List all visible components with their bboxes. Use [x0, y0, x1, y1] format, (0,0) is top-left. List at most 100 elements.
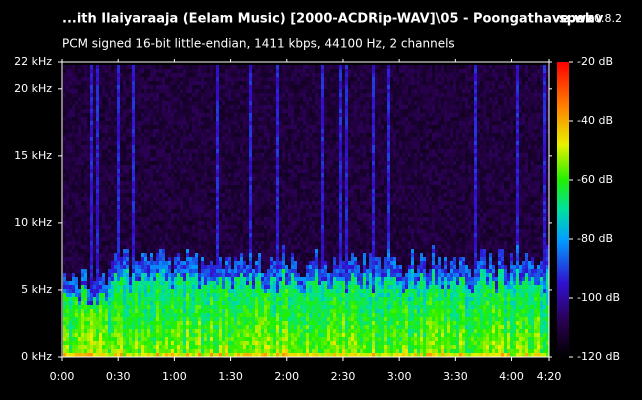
spectrogram-cell	[195, 341, 198, 345]
spectrogram-cell	[75, 189, 78, 193]
spectrogram-cell	[177, 89, 180, 93]
spectrogram-cell	[129, 349, 132, 353]
spectrogram-cell	[150, 293, 153, 297]
spectrogram-cell	[162, 281, 165, 285]
spectrogram-cell	[246, 81, 249, 85]
spectrogram-cell	[165, 117, 168, 121]
spectrogram-cell	[162, 193, 165, 197]
spectrogram-cell	[75, 205, 78, 209]
spectrogram-cell	[210, 93, 213, 97]
spectrogram-cell	[84, 129, 87, 133]
spectrogram-cell	[138, 285, 141, 289]
spectrogram-cell	[120, 161, 123, 165]
spectrogram-cell	[186, 245, 189, 249]
spectrogram-cell	[180, 157, 183, 161]
spectrogram-cell	[237, 129, 240, 133]
spectrogram-cell	[99, 257, 102, 261]
spectrogram-cell	[81, 165, 84, 169]
spectrogram-cell	[207, 325, 210, 329]
spectrogram-cell	[96, 109, 99, 113]
spectrogram-cell	[168, 249, 171, 253]
spectrogram-cell	[150, 65, 153, 69]
spectrogram-cell	[231, 261, 234, 265]
spectrogram-cell	[159, 249, 162, 253]
spectrogram-cell	[171, 325, 174, 329]
spectrogram-cell	[63, 93, 66, 97]
spectrogram-cell	[126, 233, 129, 237]
spectrogram-cell	[258, 153, 261, 157]
spectrogram-cell	[72, 113, 75, 117]
spectrogram-cell	[93, 349, 96, 353]
spectrogram-cell	[177, 297, 180, 301]
spectrogram-cell	[228, 173, 231, 177]
spectrogram-cell	[168, 341, 171, 345]
spectrogram-cell	[243, 257, 246, 261]
spectrogram-cell	[69, 113, 72, 117]
spectrogram-cell	[117, 185, 120, 189]
spectrogram-cell	[249, 329, 252, 333]
spectrogram-cell	[246, 193, 249, 197]
spectrogram-cell	[222, 309, 225, 313]
spectrogram-cell	[87, 257, 90, 261]
spectrogram-cell	[66, 97, 69, 101]
spectrogram-cell	[111, 277, 114, 281]
spectrogram-cell	[165, 249, 168, 253]
spectrogram-cell	[99, 85, 102, 89]
spectrogram-cell	[84, 225, 87, 229]
spectrogram-cell	[84, 261, 87, 265]
spectrogram-cell	[231, 125, 234, 129]
spectrogram-cell	[108, 353, 111, 357]
spectrogram-cell	[213, 269, 216, 273]
spectrogram-cell	[186, 165, 189, 169]
spectrogram-cell	[144, 305, 147, 309]
spectrogram-cell	[261, 273, 264, 277]
spectrogram-cell	[117, 261, 120, 265]
spectrogram-cell	[135, 177, 138, 181]
spectrogram-cell	[216, 317, 219, 321]
spectrogram-cell	[213, 293, 216, 297]
spectrogram-cell	[96, 117, 99, 121]
spectrogram-cell	[144, 309, 147, 313]
spectrogram-cell	[201, 313, 204, 317]
spectrogram-cell	[84, 325, 87, 329]
spectrogram-cell	[108, 125, 111, 129]
spectrogram-cell	[81, 269, 84, 273]
spectrogram-cell	[87, 109, 90, 113]
spectrogram-cell	[186, 73, 189, 77]
spectrogram-cell	[156, 141, 159, 145]
spectrogram-cell	[75, 185, 78, 189]
spectrogram-cell	[174, 277, 177, 281]
spectrogram-cell	[174, 293, 177, 297]
spectrogram-cell	[201, 73, 204, 77]
spectrogram-cell	[204, 145, 207, 149]
spectrogram-cell	[150, 89, 153, 93]
spectrogram-cell	[186, 145, 189, 149]
spectrogram-cell	[252, 201, 255, 205]
spectrogram-cell	[240, 125, 243, 129]
spectrogram-cell	[129, 65, 132, 69]
spectrogram-cell	[210, 101, 213, 105]
spectrogram-cell	[147, 217, 150, 221]
spectrogram-cell	[159, 341, 162, 345]
spectrogram-cell	[258, 337, 261, 341]
spectrogram-cell	[243, 181, 246, 185]
spectrogram-cell	[153, 93, 156, 97]
spectrogram-cell	[264, 293, 267, 297]
spectrogram-cell	[195, 209, 198, 213]
spectrogram-cell	[243, 201, 246, 205]
spectrogram-cell	[132, 93, 135, 97]
spectrogram-cell	[111, 349, 114, 353]
spectrogram-cell	[243, 309, 246, 313]
spectrogram-cell	[123, 149, 126, 153]
spectrogram-cell	[162, 141, 165, 145]
spectrogram-cell	[252, 165, 255, 169]
spectrogram-cell	[255, 241, 258, 245]
spectrogram-cell	[165, 229, 168, 233]
spectrogram-cell	[207, 313, 210, 317]
spectrogram-cell	[210, 105, 213, 109]
spectrogram-cell	[117, 97, 120, 101]
spectrogram-cell	[267, 261, 270, 265]
spectrogram-cell	[177, 181, 180, 185]
spectrogram-cell	[72, 277, 75, 281]
spectrogram-cell	[249, 289, 252, 293]
